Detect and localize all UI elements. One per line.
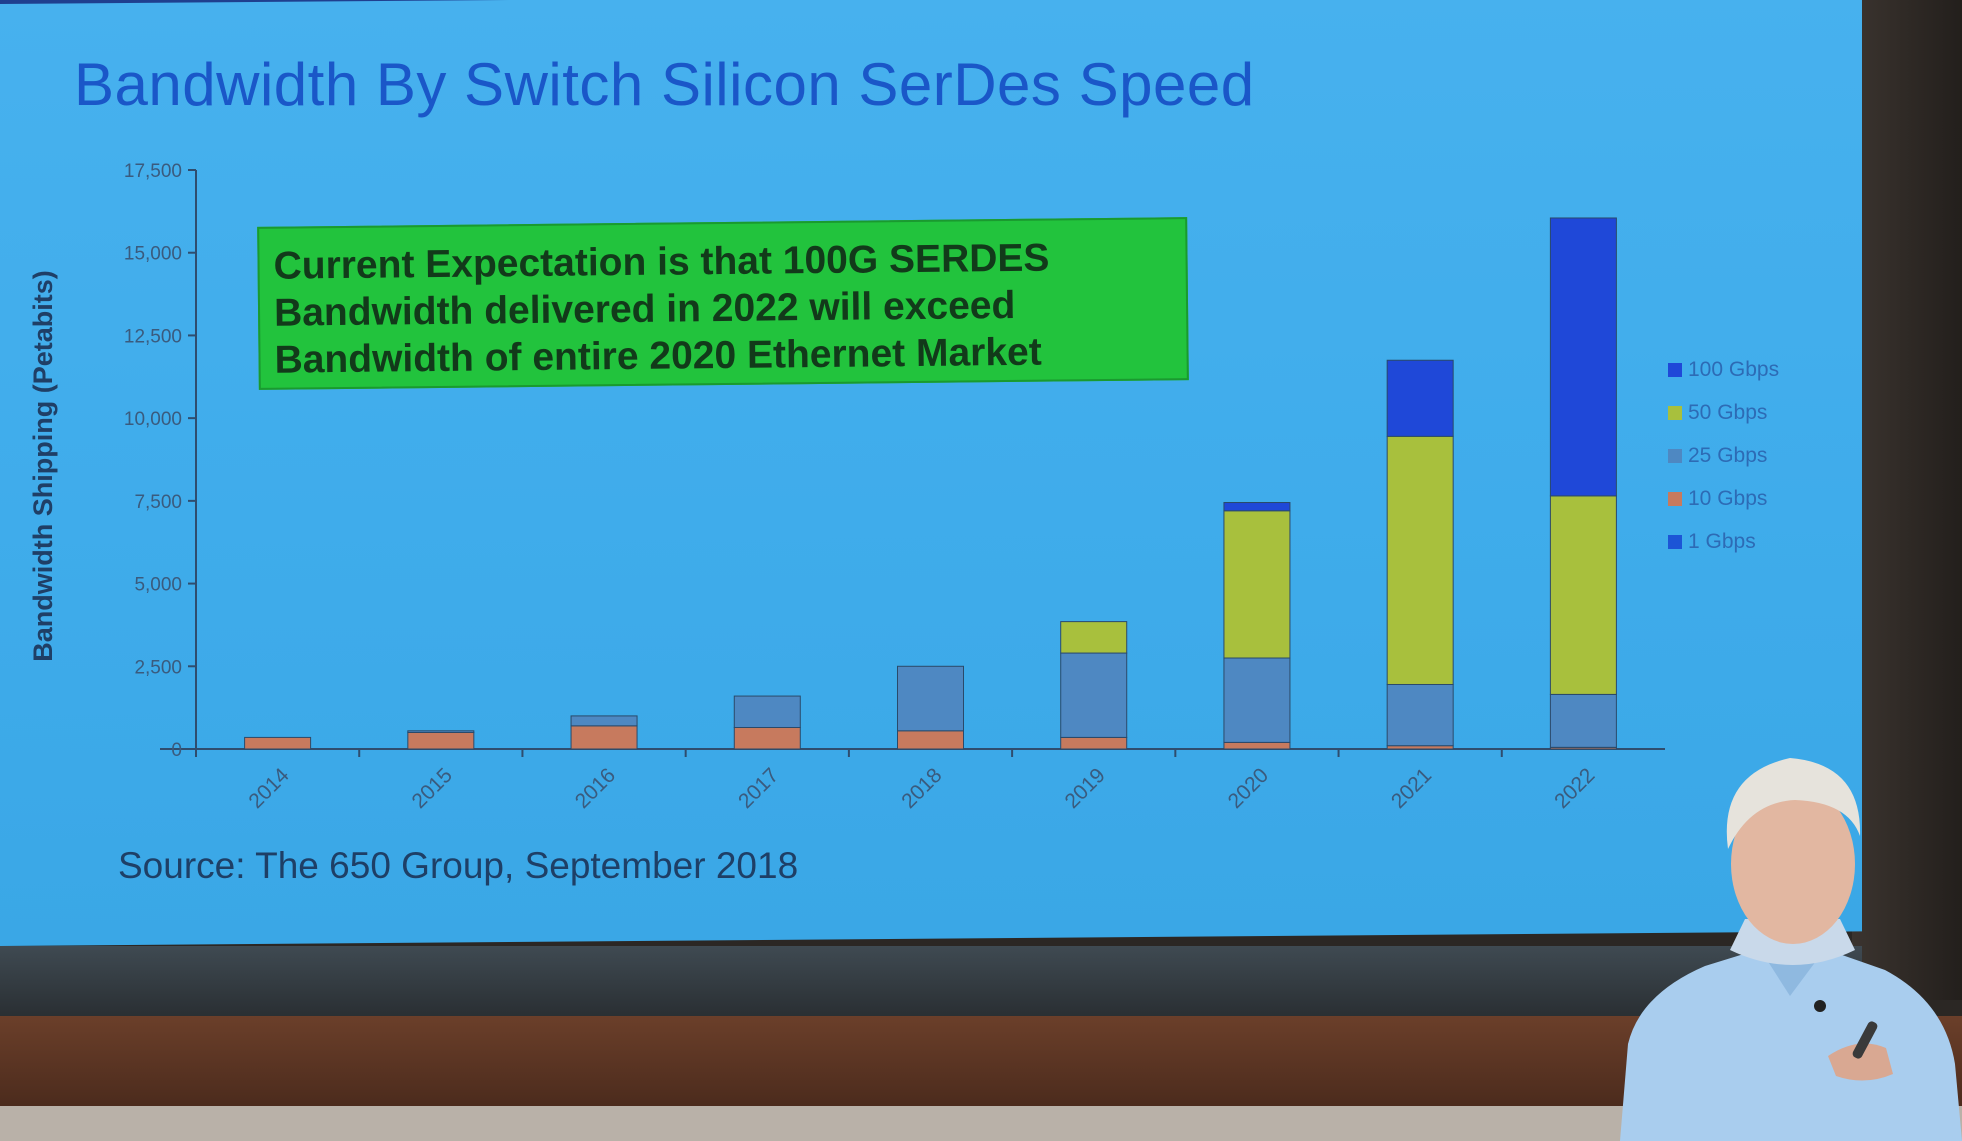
callout-line-3: Bandwidth of entire 2020 Ethernet Market [274, 331, 1042, 383]
bar-segment [733, 726, 801, 750]
bar-segment [1060, 736, 1128, 750]
bar-segment [570, 715, 638, 727]
y-tick-label: 10,000 [124, 409, 182, 430]
y-tick-label: 5,000 [134, 575, 182, 596]
callout-line-1: Current Expectation is that 100G SERDES [273, 236, 1050, 288]
slide-title: Bandwidth By Switch Silicon SerDes Speed [74, 51, 1255, 118]
chart-legend: 100 Gbps 50 Gbps 25 Gbps 10 Gbps 1 Gbps [1668, 358, 1779, 573]
x-tick-label: 2017 [734, 764, 783, 813]
bar-segment [1386, 359, 1454, 437]
source-note: Source: The 650 Group, September 2018 [118, 845, 799, 886]
legend-swatch [1668, 492, 1682, 507]
legend-label: 1 Gbps [1688, 530, 1756, 553]
x-tick-label: 2022 [1550, 764, 1599, 813]
legend-label: 50 Gbps [1688, 401, 1768, 424]
bar-segment [1223, 502, 1291, 512]
x-tick-label: 2019 [1060, 764, 1109, 813]
legend-swatch [1668, 449, 1682, 464]
bar-segment [733, 695, 801, 728]
y-tick-label: 2,500 [134, 657, 182, 678]
screen-bottom-edge [0, 946, 1862, 1016]
bar-segment [244, 736, 312, 750]
bar-segment [1223, 510, 1291, 659]
x-tick-label: 2014 [244, 764, 294, 814]
legend-label: 10 Gbps [1688, 487, 1768, 510]
y-tick-label: 0 [171, 740, 182, 761]
bar-segment [1223, 741, 1291, 750]
x-tick-label: 2021 [1387, 764, 1436, 813]
legend-item: 100 Gbps [1668, 358, 1779, 401]
legend-item: 10 Gbps [1668, 487, 1779, 530]
bar-segment [1549, 495, 1617, 695]
y-tick-label: 7,500 [134, 492, 182, 513]
bar-segment [1060, 652, 1128, 738]
x-tick-label: 2016 [571, 764, 620, 813]
bar-segment [407, 730, 475, 733]
bar-segment [1549, 693, 1617, 748]
bar-segment [1223, 657, 1291, 743]
x-tick-label: 2015 [408, 764, 457, 813]
presenter-figure [1620, 758, 1962, 1141]
callout-box: Current Expectation is that 100G SERDES … [257, 217, 1189, 390]
legend-item: 1 Gbps [1668, 530, 1779, 573]
y-axis-title: Bandwidth Shipping (Petabits) [28, 270, 58, 661]
legend-swatch [1668, 363, 1682, 378]
legend-item: 25 Gbps [1668, 444, 1779, 487]
y-tick-label: 17,500 [124, 161, 182, 182]
bar-segment [1386, 683, 1454, 747]
legend-swatch [1668, 406, 1682, 421]
bar-segment [1060, 621, 1128, 654]
bar-segment [407, 731, 475, 750]
legend-label: 25 Gbps [1688, 444, 1768, 467]
legend-swatch [1668, 535, 1682, 550]
bar-segment [1386, 435, 1454, 685]
legend-label: 100 Gbps [1688, 358, 1780, 381]
room-wall [1852, 0, 1962, 1000]
bar-segment [897, 730, 964, 750]
bar-segment [897, 665, 964, 732]
y-tick-label: 15,000 [124, 244, 182, 265]
bar-segment [570, 725, 638, 750]
legend-item: 50 Gbps [1668, 401, 1779, 444]
x-tick-label: 2018 [897, 764, 946, 813]
bar-segment [1549, 217, 1617, 497]
x-tick-label: 2020 [1224, 764, 1273, 813]
y-tick-label: 12,500 [124, 326, 182, 347]
